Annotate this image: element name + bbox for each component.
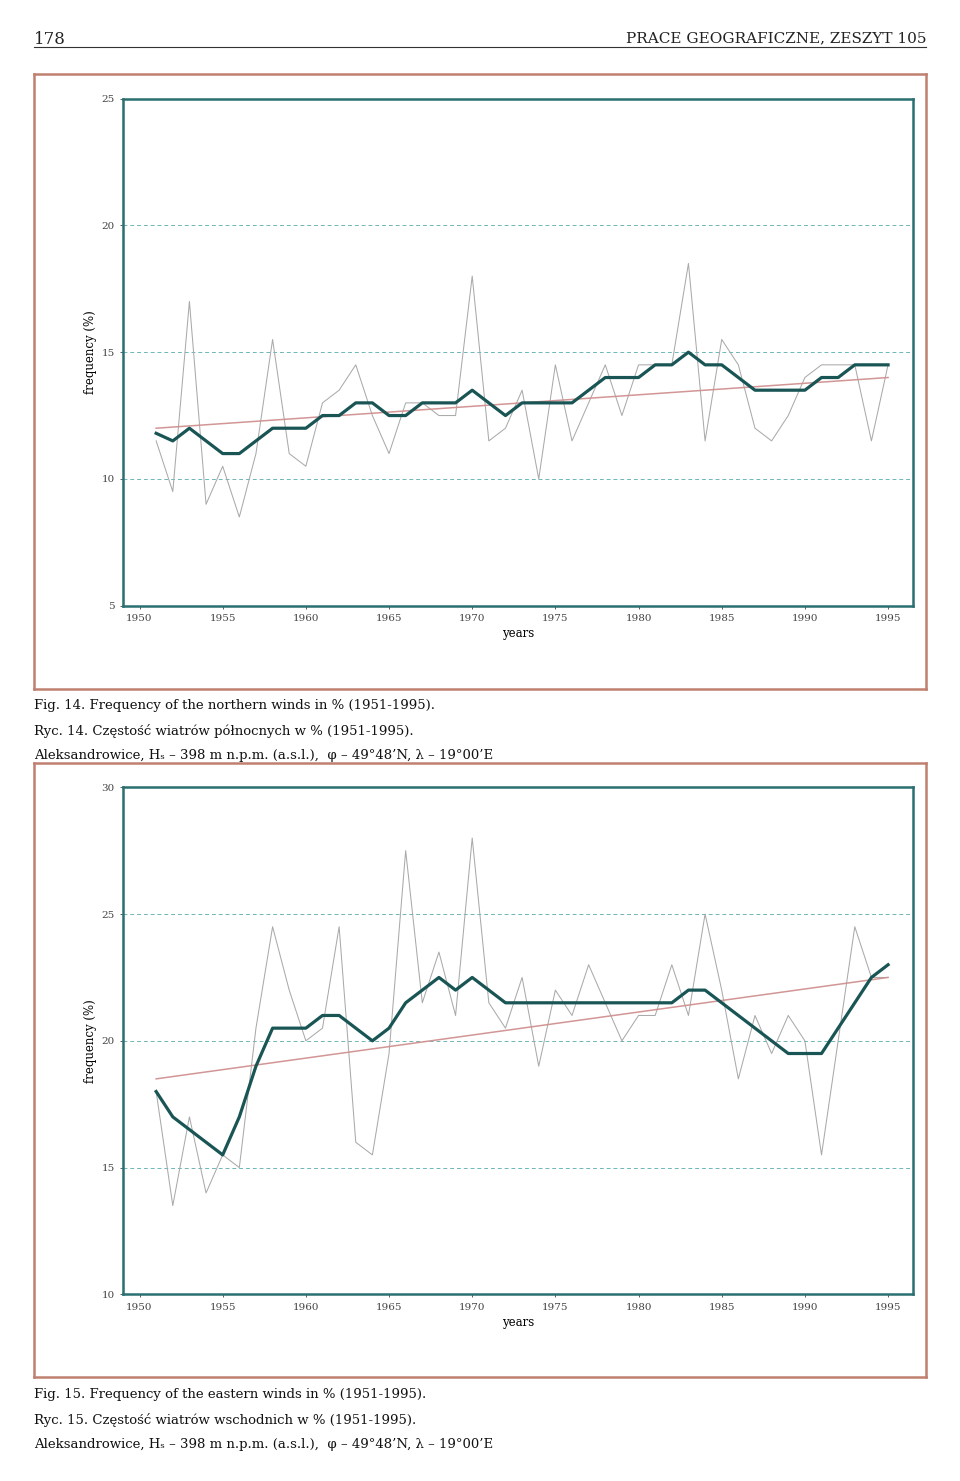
Text: Fig. 14. Frequency of the northern winds in % (1951-1995).: Fig. 14. Frequency of the northern winds… [34,699,435,712]
Text: PRACE GEOGRAFICZNE, ZESZYT 105: PRACE GEOGRAFICZNE, ZESZYT 105 [626,31,926,44]
X-axis label: years: years [502,626,534,640]
Text: Fig. 15. Frequency of the eastern winds in % (1951-1995).: Fig. 15. Frequency of the eastern winds … [34,1388,426,1401]
Text: Ryc. 14. Częstość wiatrów północnych w % (1951-1995).: Ryc. 14. Częstość wiatrów północnych w %… [34,724,413,738]
X-axis label: years: years [502,1315,534,1328]
Text: 178: 178 [34,31,65,47]
Text: Aleksandrowice, Hₛ – 398 m n.p.m. (a.s.l.),  φ – 49°48’N, λ – 19°00’E: Aleksandrowice, Hₛ – 398 m n.p.m. (a.s.l… [34,1438,492,1451]
Y-axis label: frequency (%): frequency (%) [84,311,97,394]
Y-axis label: frequency (%): frequency (%) [84,1000,97,1083]
Text: Ryc. 15. Częstość wiatrów wschodnich w % (1951-1995).: Ryc. 15. Częstość wiatrów wschodnich w %… [34,1413,416,1426]
Text: Aleksandrowice, Hₛ – 398 m n.p.m. (a.s.l.),  φ – 49°48’N, λ – 19°00’E: Aleksandrowice, Hₛ – 398 m n.p.m. (a.s.l… [34,749,492,763]
